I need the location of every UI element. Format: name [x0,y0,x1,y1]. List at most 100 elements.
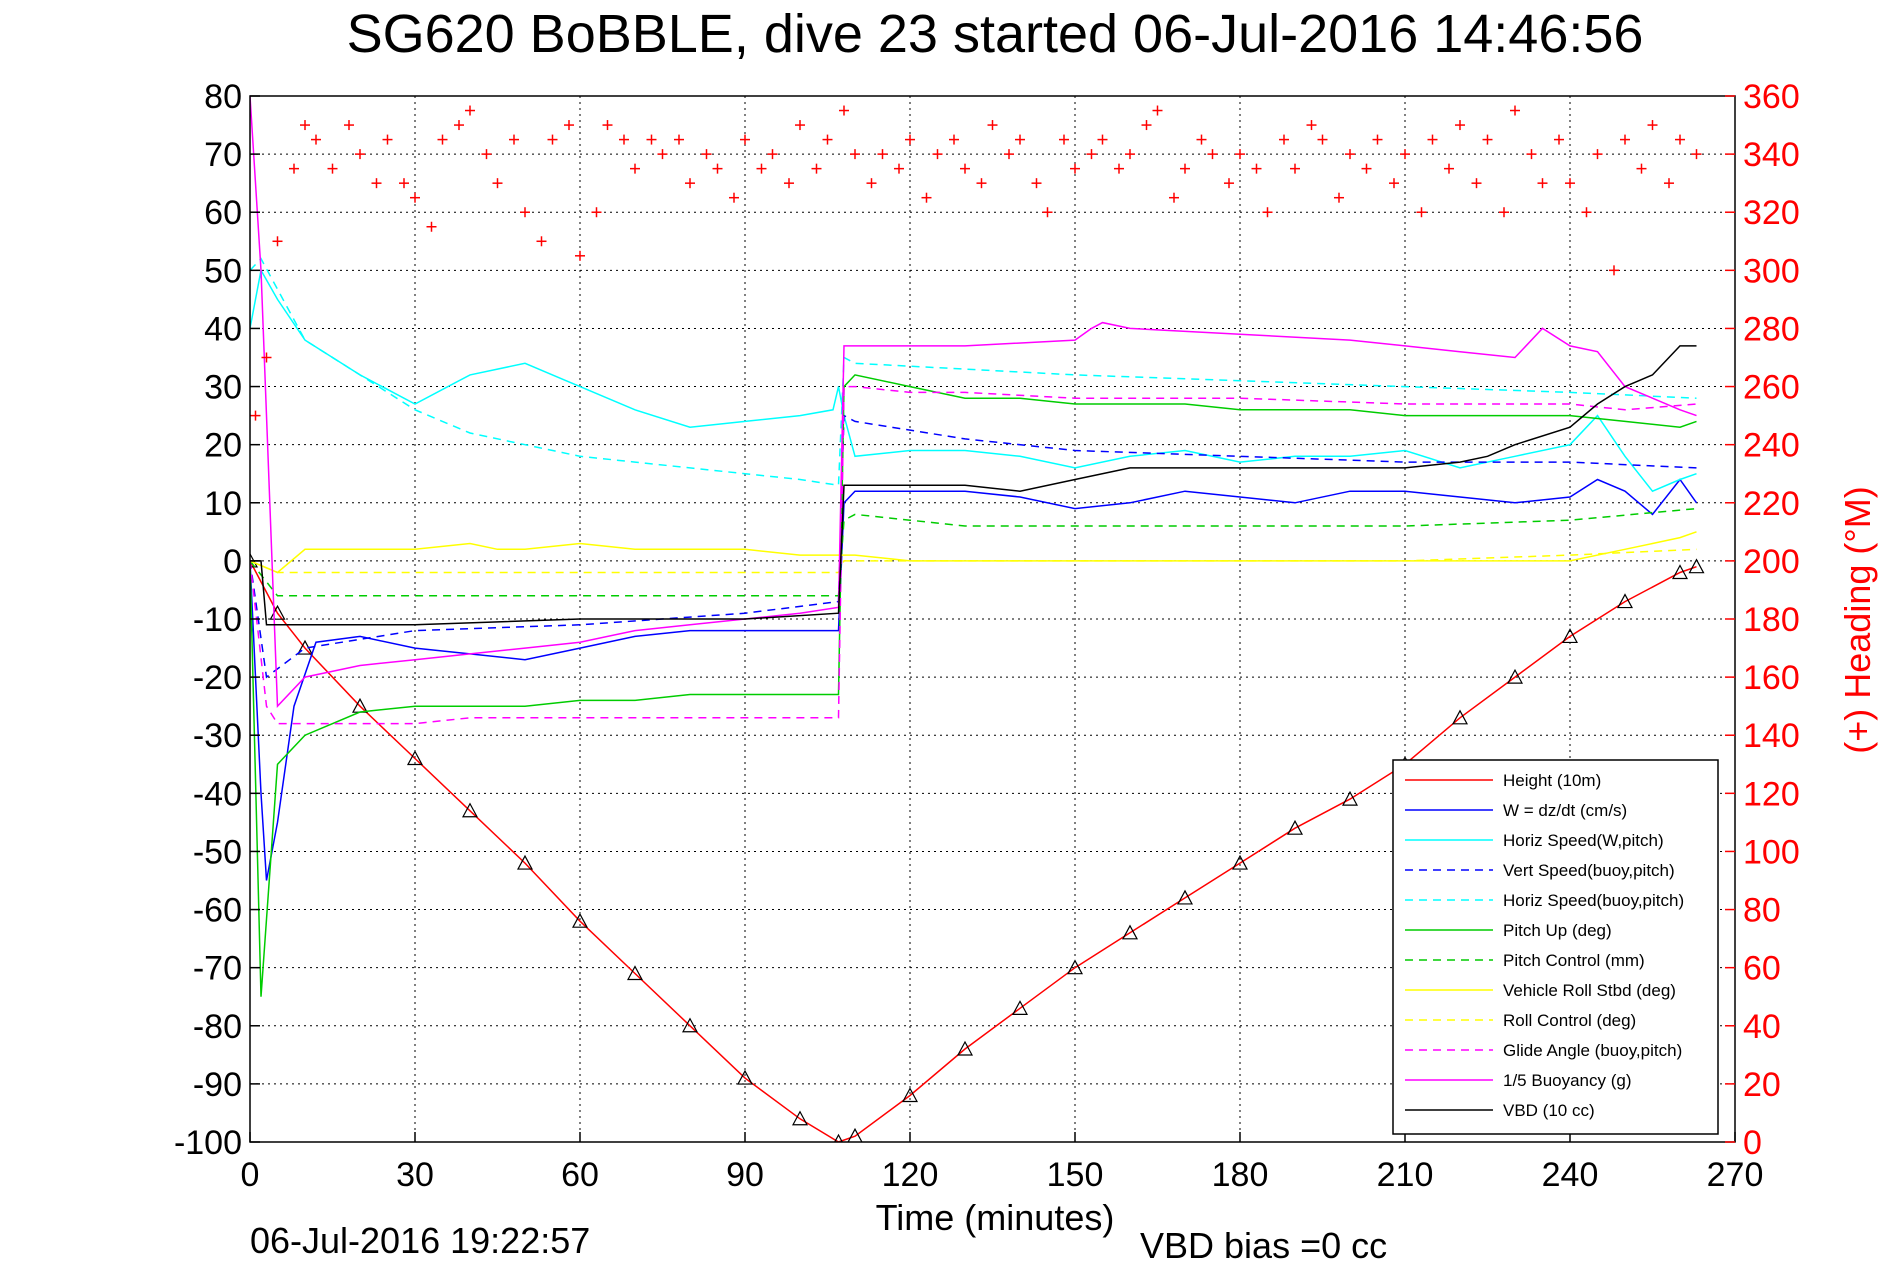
series-line-6 [250,507,1697,597]
x-axis-label: Time (minutes) [876,1197,1115,1238]
heading-point [674,134,684,145]
heading-point [866,178,877,189]
y-right-tick-label: 100 [1743,833,1800,871]
y-tick-label: 30 [204,369,242,407]
x-tick-label: 60 [561,1156,599,1194]
legend-entry: Pitch Up (deg) [1503,921,1612,940]
x-axis: 0 30 60 90 120 150 180 210 240 270 [241,1132,1763,1194]
y-right-tick-label: 340 [1743,136,1800,174]
footer-timestamp: 06-Jul-2016 19:22:57 [250,1220,590,1261]
y-right-tick-label: 140 [1743,717,1800,755]
heading-point [1565,178,1575,189]
legend-entry: Horiz Speed(buoy,pitch) [1503,891,1684,910]
heading-point [987,120,998,131]
heading-point [685,178,695,189]
heading-point [1251,163,1262,174]
heading-point [1444,163,1454,174]
heading-point [1537,178,1548,189]
legend-entry: Pitch Control (mm) [1503,951,1645,970]
heading-point [520,207,530,218]
series-line-1 [250,478,1698,881]
heading-point [564,120,574,131]
series-line-2 [250,268,1697,493]
y-tick-label: -50 [193,833,242,871]
y-tick-label: 80 [204,78,242,116]
height-marker [406,750,424,766]
series-line-4 [250,257,1697,487]
height-marker [461,802,479,818]
heading-point [894,163,904,174]
heading-point [1004,149,1014,160]
y-tick-label: -40 [193,775,242,813]
heading-point [729,192,739,203]
height-marker [1561,628,1579,644]
heading-point [261,352,272,363]
heading-point [839,105,849,116]
heading-point [1207,149,1218,160]
heading-point [481,149,492,160]
heading-point [355,149,365,160]
height-marker [1341,790,1359,806]
heading-point [1279,134,1289,145]
heading-point [905,134,915,145]
legend-entry: Vert Speed(buoy,pitch) [1503,861,1675,880]
y-right-tick-label: 40 [1743,1008,1781,1046]
legend-entry: Vehicle Roll Stbd (deg) [1503,981,1676,1000]
y-right-tick-label: 60 [1743,950,1781,988]
x-tick-label: 30 [396,1156,434,1194]
y-tick-label: -70 [193,950,242,988]
heading-point [426,221,437,232]
heading-point [646,134,657,145]
heading-point [1526,149,1537,160]
heading-point [1224,178,1234,189]
y-right-tick-label: 200 [1743,543,1800,581]
height-marker [626,965,644,981]
y-tick-label: 0 [223,543,242,581]
heading-point [877,149,888,160]
heading-point [1031,178,1042,189]
heading-point [1554,134,1564,145]
heading-point [311,134,321,145]
heading-point [811,163,822,174]
y-tick-label: 20 [204,427,242,465]
heading-point [1664,178,1674,189]
y-right-tick-label: 320 [1743,194,1800,232]
heading-point [410,192,420,203]
x-tick-label: 240 [1542,1156,1599,1194]
legend-entry: VBD (10 cc) [1503,1101,1595,1120]
heading-point [1482,134,1493,145]
heading-point [767,149,778,160]
heading-point [1070,163,1080,174]
heading-point [1510,105,1520,116]
y-axis-right: 3603403203002802602402202001801601401201… [1725,78,1800,1162]
y-tick-label: 70 [204,136,242,174]
height-marker [1616,593,1634,609]
y-tick-label: -20 [193,659,242,697]
heading-point [1400,149,1410,160]
legend-entry: Roll Control (deg) [1503,1011,1636,1030]
heading-point [591,207,602,218]
height-marker [956,1040,974,1056]
heading-point [1152,105,1163,116]
heading-point [382,134,393,145]
heading-point [399,178,409,189]
height-marker [1286,819,1304,835]
legend: Height (10m) W = dz/dt (cm/s) Horiz Speed(… [1392,759,1719,1135]
heading-point [1042,207,1053,218]
height-marker [681,1017,699,1033]
heading-point [575,250,585,261]
y-axis-left: 80 70 60 50 40 30 20 10 0 -10 -20 -30 -40 -50 -60 -70 -8… [174,78,260,1162]
y-tick-label: 40 [204,310,242,348]
x-tick-label: 150 [1047,1156,1104,1194]
y-right-tick-label: 360 [1743,78,1800,116]
heading-point [1416,207,1427,218]
series-line-11 [250,345,1697,626]
series-group [250,96,1705,1142]
heading-point [1675,134,1685,145]
heading-point [465,105,475,116]
y-tick-label: -80 [193,1008,242,1046]
heading-point [492,178,503,189]
heading-point [272,236,283,247]
heading-point [437,134,448,145]
